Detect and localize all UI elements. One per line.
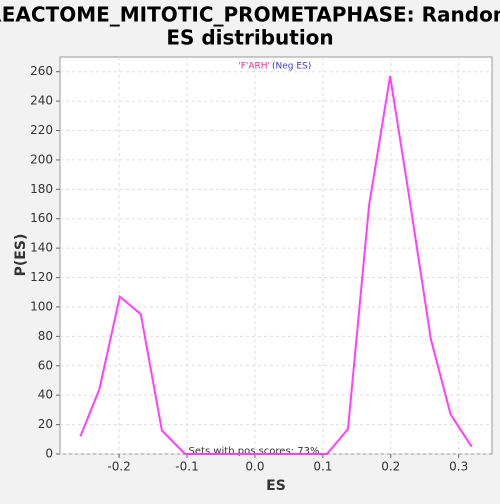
x-tick-label: -0.2 bbox=[107, 460, 130, 474]
x-tick-label: 0.2 bbox=[381, 460, 400, 474]
y-tick-label: 60 bbox=[38, 358, 53, 372]
x-tick-label: 0.1 bbox=[313, 460, 332, 474]
annotation: Sets with pos scores: 73% bbox=[189, 446, 320, 457]
y-axis-label: P(ES) bbox=[13, 234, 29, 277]
x-tick-label: 0.0 bbox=[245, 460, 264, 474]
x-axis-label: ES bbox=[266, 478, 286, 494]
x-tick-label: 0.3 bbox=[449, 460, 468, 474]
y-tick-label: 240 bbox=[30, 94, 53, 108]
plot-area bbox=[59, 56, 493, 455]
y-tick-label: 180 bbox=[30, 182, 53, 196]
y-tick-label: 140 bbox=[30, 241, 53, 255]
y-tick-label: 160 bbox=[30, 211, 53, 225]
y-tick-label: 100 bbox=[30, 299, 53, 313]
y-tick-label: 200 bbox=[30, 152, 53, 166]
y-tick-label: 220 bbox=[30, 123, 53, 137]
chart-title-2: ES distribution bbox=[166, 26, 333, 50]
line-series bbox=[79, 75, 473, 455]
legend-series: 'F'ARH' bbox=[238, 62, 270, 72]
y-tick-label: 40 bbox=[38, 388, 53, 402]
y-tick-label: 80 bbox=[38, 329, 53, 343]
y-tick-label: 0 bbox=[45, 447, 53, 461]
y-tick-label: 120 bbox=[30, 270, 53, 284]
chart-title-1: REACTOME_MITOTIC_PROMETAPHASE: Random bbox=[0, 3, 500, 27]
y-tick-label: 260 bbox=[30, 64, 53, 78]
x-tick-label: -0.1 bbox=[175, 460, 198, 474]
y-tick-label: 20 bbox=[38, 417, 53, 431]
subtitle: (Neg ES) bbox=[272, 62, 311, 72]
